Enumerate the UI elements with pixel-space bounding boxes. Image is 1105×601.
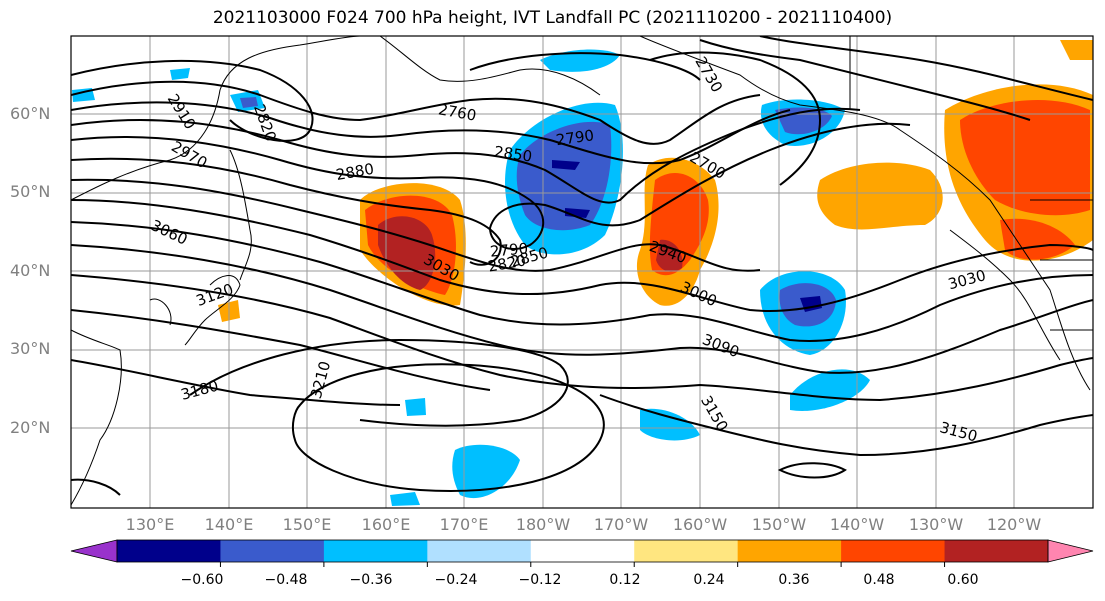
colorbar-tick-label: 0.36 <box>778 572 810 588</box>
colorbar-cell <box>944 540 1049 562</box>
colorbar-tick-label: −0.36 <box>349 572 393 588</box>
colorbar-cell <box>220 540 325 562</box>
lon-label: 130°W <box>908 515 964 534</box>
lat-label: 40°N <box>10 261 51 280</box>
colorbar-cells <box>70 539 1094 563</box>
lat-label: 20°N <box>10 418 51 437</box>
lon-label: 180°W <box>515 515 571 534</box>
colorbar-tick-label: −0.12 <box>518 572 562 588</box>
colorbar-cell <box>841 540 946 562</box>
colorbar-tick-label: 0.24 <box>693 572 725 588</box>
colorbar-tick-label: 0.48 <box>863 572 895 588</box>
lon-label: 160°W <box>672 515 728 534</box>
coastlines <box>71 36 1093 506</box>
colorbar-cell <box>737 540 842 562</box>
lon-label: 140°W <box>829 515 885 534</box>
lat-label: 50°N <box>10 182 51 201</box>
height-contours <box>71 36 1093 496</box>
lon-label: 130°E <box>125 515 175 534</box>
lon-label: 170°E <box>439 515 489 534</box>
lon-label: 140°E <box>204 515 254 534</box>
contour-label: 2850 <box>493 142 533 165</box>
lon-label: 160°E <box>361 515 411 534</box>
colorbar-tick-label: 0.60 <box>947 572 979 588</box>
lon-label: 150°W <box>751 515 807 534</box>
contour-label: 2790 <box>489 239 529 260</box>
colorbar-tick-label: 0.12 <box>609 572 641 588</box>
colorbar-tick-label: −0.48 <box>264 572 308 588</box>
colorbar-extend-right <box>1047 539 1094 563</box>
contour-label: 2790 <box>555 126 595 149</box>
lon-label: 150°E <box>282 515 332 534</box>
colorbar-cell <box>530 540 635 562</box>
lat-label: 30°N <box>10 339 51 358</box>
colorbar-cell <box>323 540 428 562</box>
colorbar-tick-label: −0.24 <box>434 572 478 588</box>
colorbar-outline <box>116 539 1049 563</box>
colorbar-cell <box>634 540 739 562</box>
lon-label: 170°W <box>593 515 649 534</box>
lon-label: 120°W <box>986 515 1042 534</box>
lat-label: 60°N <box>10 104 51 123</box>
colorbar-ticks <box>219 562 946 567</box>
colorbar-extend-left <box>70 539 118 563</box>
colorbar-cell <box>117 540 221 562</box>
colorbar-cell <box>427 540 532 562</box>
map-frame <box>70 35 1094 509</box>
colorbar-tick-label: −0.60 <box>180 572 224 588</box>
map-title: 2021103000 F024 700 hPa height, IVT Land… <box>212 8 893 28</box>
